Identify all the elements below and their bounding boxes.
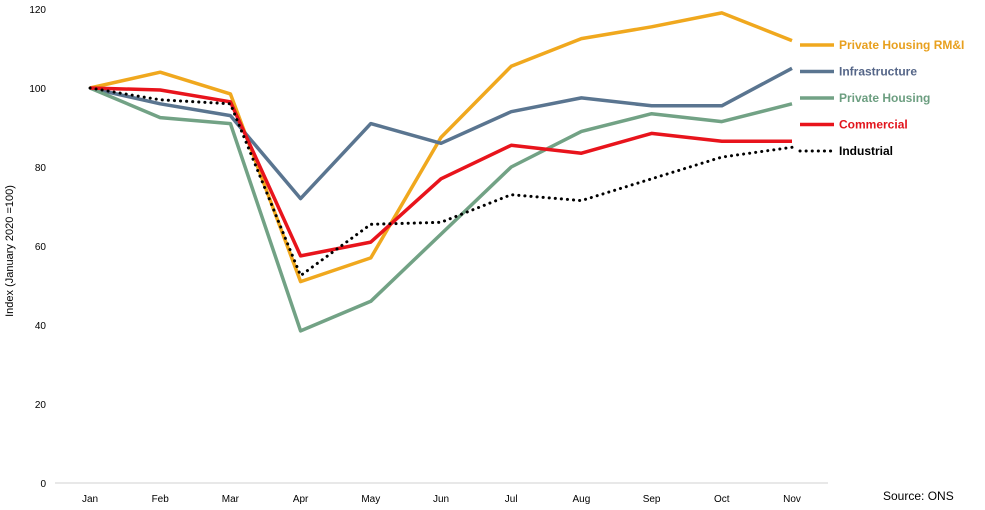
y-tick-label: 40 bbox=[35, 321, 47, 332]
series-line bbox=[89, 86, 792, 258]
y-axis-ticks: 0 20 40 60 80 100 120 bbox=[29, 5, 46, 490]
x-tick-label: Oct bbox=[714, 494, 730, 505]
x-tick-label: Jun bbox=[433, 494, 449, 505]
y-tick-label: 60 bbox=[35, 242, 47, 253]
chart-series bbox=[88, 11, 794, 333]
legend-label: Industrial bbox=[839, 144, 893, 158]
x-tick-label: Apr bbox=[293, 494, 309, 505]
y-tick-label: 0 bbox=[40, 479, 46, 490]
y-tick-label: 80 bbox=[35, 163, 47, 174]
legend-label: Commercial bbox=[839, 118, 908, 132]
series-line bbox=[89, 66, 793, 201]
x-tick-label: Mar bbox=[222, 494, 240, 505]
y-axis-title: Index (January 2020 =100) bbox=[4, 185, 16, 317]
chart-legend: Private Housing RM&I Infrastructure Privat… bbox=[798, 38, 964, 158]
legend-label: Private Housing bbox=[839, 91, 930, 105]
y-tick-label: 20 bbox=[35, 400, 47, 411]
source-note: Source: ONS bbox=[883, 489, 954, 503]
x-tick-label: Jul bbox=[505, 494, 518, 505]
x-tick-label: Nov bbox=[783, 494, 801, 505]
y-tick-label: 120 bbox=[29, 5, 46, 16]
legend-label: Infrastructure bbox=[839, 65, 917, 79]
x-tick-label: Jan bbox=[82, 494, 98, 505]
x-tick-label: May bbox=[361, 494, 380, 505]
x-tick-label: Aug bbox=[573, 494, 591, 505]
series-line bbox=[89, 11, 793, 284]
x-tick-label: Sep bbox=[643, 494, 661, 505]
x-axis-ticks: Jan Feb Mar Apr May Jun Jul Aug Sep Oct Nov bbox=[82, 494, 801, 505]
legend-label: Private Housing RM&I bbox=[839, 38, 964, 52]
series-line bbox=[89, 86, 793, 333]
x-tick-label: Feb bbox=[152, 494, 170, 505]
y-tick-label: 100 bbox=[29, 84, 46, 95]
